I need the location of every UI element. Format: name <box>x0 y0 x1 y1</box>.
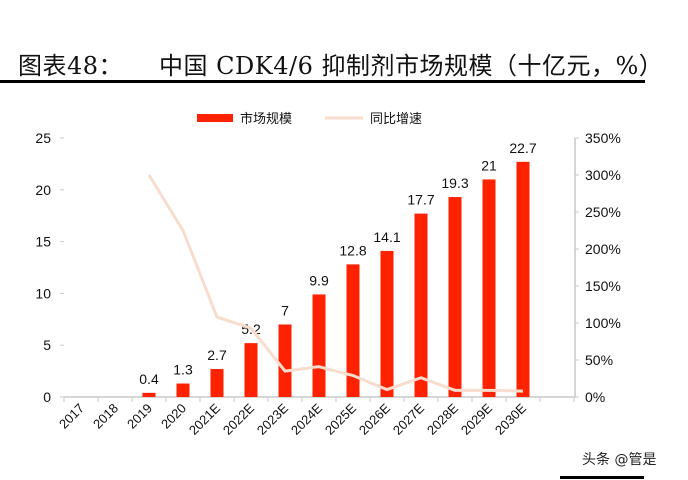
left-tick-label: 20 <box>35 182 51 198</box>
bar-2028E <box>448 197 462 397</box>
bar-2024E <box>312 294 326 397</box>
x-tick-label: 2026E <box>356 400 393 437</box>
right-tick-label: 50% <box>585 352 613 368</box>
left-tick-label: 25 <box>35 130 51 146</box>
x-tick-label: 2020 <box>158 401 189 432</box>
bottom-rule <box>560 476 644 479</box>
right-tick-label: 350% <box>585 130 621 146</box>
right-tick-label: 100% <box>585 315 621 331</box>
left-tick-label: 10 <box>35 285 51 301</box>
x-tick-label: 2022E <box>220 400 257 437</box>
bar-2022E <box>244 343 258 397</box>
bar-data-label: 14.1 <box>373 229 400 245</box>
bar-2021E <box>210 369 224 397</box>
figure-title: 图表48： 中国 CDK4/6 抑制剂市场规模（十亿元，%） <box>18 46 663 81</box>
bar-2023E <box>278 324 292 397</box>
figure-caption: 中国 CDK4/6 抑制剂市场规模（十亿元，%） <box>159 52 664 80</box>
bar-data-label: 19.3 <box>441 175 468 191</box>
bar-2029E <box>482 179 496 397</box>
bar-2020 <box>176 383 190 397</box>
growth-line <box>147 174 524 393</box>
right-tick-label: 0% <box>585 389 605 405</box>
bar-data-label: 21 <box>481 157 497 173</box>
legend-bar-swatch <box>197 114 233 122</box>
right-tick-label: 250% <box>585 204 621 220</box>
legend-line-label: 同比增速 <box>370 111 422 126</box>
bar-data-label: 22.7 <box>509 140 536 156</box>
right-tick-label: 200% <box>585 241 621 257</box>
watermark: 头条 @管是 <box>582 452 657 468</box>
title-underline <box>0 80 645 83</box>
x-tick-label: 2028E <box>424 400 461 437</box>
left-tick-label: 5 <box>43 337 51 353</box>
x-tick-label: 2019 <box>124 401 155 432</box>
left-tick-label: 15 <box>35 234 51 250</box>
x-tick-label: 2021E <box>186 400 223 437</box>
x-tick-label: 2023E <box>254 400 291 437</box>
x-tick-label: 2027E <box>390 400 427 437</box>
left-tick-label: 0 <box>43 389 51 405</box>
bar-2019 <box>142 392 156 397</box>
bar-2030E <box>516 161 530 397</box>
bar-data-label: 7 <box>281 302 289 318</box>
x-tick-label: 2017 <box>56 401 87 432</box>
bar-2026E <box>380 250 394 397</box>
right-tick-label: 300% <box>585 167 621 183</box>
x-tick-label: 2025E <box>322 400 359 437</box>
bar-2025E <box>346 264 360 397</box>
bar-data-label: 0.4 <box>139 371 159 387</box>
bar-data-label: 9.9 <box>309 272 329 288</box>
x-tick-label: 2018 <box>90 401 121 432</box>
x-tick-label: 2024E <box>288 400 325 437</box>
bar-data-label: 1.3 <box>173 362 193 378</box>
right-tick-label: 150% <box>585 278 621 294</box>
bar-2027E <box>414 213 428 397</box>
bar-data-label: 12.8 <box>339 242 366 258</box>
bar-data-label: 17.7 <box>407 192 434 208</box>
bar-data-label: 2.7 <box>207 347 227 363</box>
x-tick-label: 2029E <box>458 400 495 437</box>
legend-bar-label: 市场规模 <box>240 111 292 126</box>
figure-number: 图表48： <box>18 52 124 80</box>
x-tick-label: 2030E <box>492 400 529 437</box>
